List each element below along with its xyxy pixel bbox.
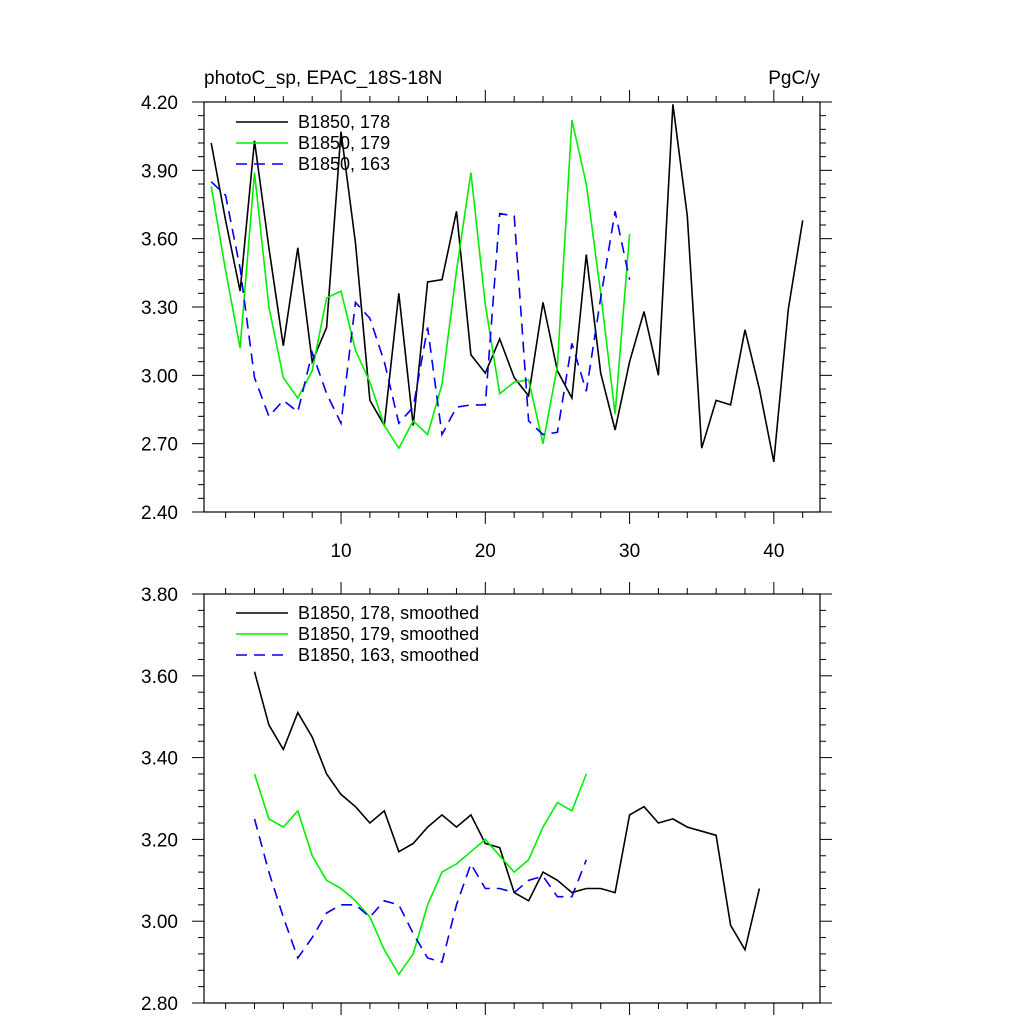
series-line-0-0 xyxy=(210,104,804,463)
y-tick-label: 3.30 xyxy=(141,298,178,319)
legend-label: B1850, 178 xyxy=(298,112,390,132)
legend-label: B1850, 163, smoothed xyxy=(298,645,479,665)
plot-frame xyxy=(203,101,821,513)
y-tick-label: 2.70 xyxy=(141,435,178,456)
series-line-1-1 xyxy=(253,773,588,976)
top-panel: 2.40 2.70 3.00 3.30 3.60 3.90 4.20 10 20 30 40 B185… xyxy=(141,90,832,562)
chart-units: PgC/y xyxy=(768,68,820,89)
y-tick-label: 4.20 xyxy=(141,93,178,114)
y-tick-label: 3.00 xyxy=(141,912,178,933)
legend-label: B1850, 178, smoothed xyxy=(298,603,479,623)
plot-frame xyxy=(203,593,821,1004)
y-tick-label: 3.90 xyxy=(141,161,178,182)
y-tick-label: 3.40 xyxy=(141,749,178,770)
y-tick-label: 3.80 xyxy=(141,585,178,606)
series-line-1-0 xyxy=(253,671,761,952)
bottom-panel: 2.80 3.00 3.20 3.40 3.60 3.80 B1850, 178, smoo… xyxy=(141,582,832,1015)
y-tick-label: 2.40 xyxy=(141,503,178,524)
y-tick-label: 3.60 xyxy=(141,667,178,688)
x-tick-label: 30 xyxy=(619,541,640,562)
y-tick-label: 3.00 xyxy=(141,366,178,387)
y-tick-label: 2.80 xyxy=(141,994,178,1015)
x-tick-label: 40 xyxy=(763,541,784,562)
legend-label: B1850, 163 xyxy=(298,154,390,174)
series-line-0-1 xyxy=(210,120,631,450)
x-tick-label: 10 xyxy=(330,541,351,562)
legend-label: B1850, 179 xyxy=(298,133,390,153)
x-tick-label: 20 xyxy=(475,541,496,562)
series-line-0-2 xyxy=(210,181,631,438)
chart-title: photoC_sp, EPAC_18S-18N xyxy=(204,68,442,89)
y-tick-label: 3.20 xyxy=(141,830,178,851)
y-tick-label: 3.60 xyxy=(141,230,178,251)
series-line-1-2 xyxy=(253,818,588,964)
legend-label: B1850, 179, smoothed xyxy=(298,624,479,644)
